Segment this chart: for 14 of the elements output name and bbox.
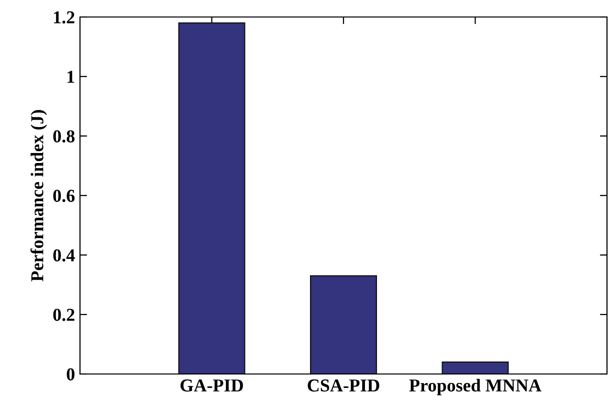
y-axis-title: Performance index (J): [30, 110, 48, 282]
bar: [442, 362, 509, 374]
y-tick-label: 0.4: [53, 249, 75, 262]
bar: [310, 275, 377, 374]
y-tick-label: 1.2: [54, 11, 74, 24]
y-tick-label: 0.8: [53, 130, 75, 143]
x-tick-label: GA-PID: [180, 379, 243, 392]
y-tick-label: 0.2: [53, 308, 74, 322]
y-tick-label: 0.6: [53, 190, 75, 202]
x-tick-label: CSA-PID: [308, 379, 380, 392]
y-tick-label: 0: [66, 368, 74, 380]
y-tick-label: 1: [68, 70, 74, 83]
x-tick-label: Proposed MNNA: [409, 378, 542, 396]
bar: [178, 22, 246, 374]
